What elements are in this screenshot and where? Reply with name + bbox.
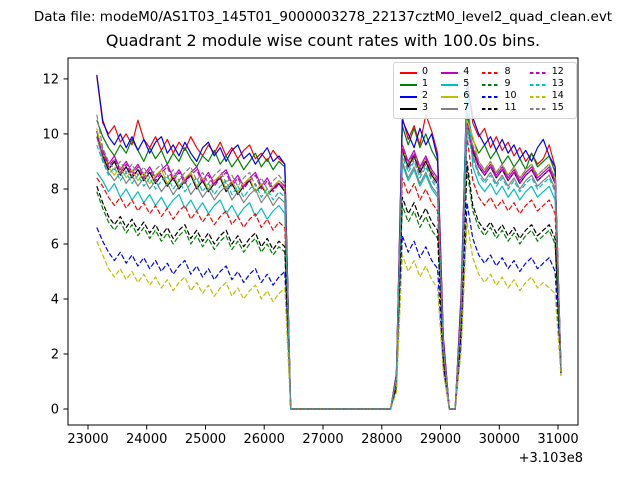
y-tick-label: 2 [51, 348, 59, 363]
chart-title: Quadrant 2 module wise count rates with … [105, 31, 541, 50]
x-tick-label: 25000 [185, 432, 226, 447]
legend-line-sample-6 [441, 95, 459, 98]
legend-label-9: 9 [504, 78, 511, 90]
series-line-0 [96, 76, 562, 410]
x-axis-offset-label: +3.103e8 [518, 451, 583, 466]
legend-label-5: 5 [463, 78, 470, 90]
legend-label-6: 6 [463, 90, 470, 102]
y-tick-label: 8 [51, 183, 59, 198]
data-file-label: Data file: modeM0/AS1T03_145T01_90000032… [33, 9, 613, 25]
x-tick-label: 28000 [361, 432, 402, 447]
legend-label-12: 12 [551, 66, 564, 78]
y-tick-label: 0 [51, 403, 59, 418]
legend-label-4: 4 [463, 66, 470, 78]
legend-item-15: 15 [529, 102, 570, 114]
legend-item-7: 7 [441, 103, 475, 114]
series-line-10 [96, 202, 562, 410]
legend-line-sample-0 [400, 71, 417, 74]
x-tick-label: 26000 [244, 432, 285, 447]
legend-item-8: 8 [482, 67, 522, 78]
legend-item-14: 14 [529, 90, 570, 102]
y-tick-label: 12 [42, 72, 59, 87]
legend-label-15: 15 [551, 102, 564, 114]
legend-label-1: 1 [422, 78, 429, 90]
x-tick-label: 27000 [302, 432, 343, 447]
series-line-15 [96, 114, 562, 410]
legend-item-12: 12 [529, 66, 570, 78]
legend-item-4: 4 [441, 67, 475, 78]
legend-line-sample-14 [529, 95, 547, 98]
legend-label-11: 11 [504, 102, 517, 114]
legend-label-10: 10 [504, 90, 517, 102]
legend-line-sample-5 [441, 83, 459, 86]
x-tick-label: 24000 [126, 432, 167, 447]
legend-line-sample-13 [529, 83, 547, 86]
x-tick-label: 30000 [479, 432, 520, 447]
y-tick-label: 6 [51, 238, 59, 253]
legend-line-sample-2 [400, 95, 417, 98]
legend-label-8: 8 [504, 66, 511, 78]
legend-line-sample-4 [441, 71, 459, 74]
legend-item-2: 2 [400, 91, 434, 102]
legend-item-13: 13 [529, 78, 570, 90]
legend-item-11: 11 [482, 103, 522, 114]
x-tick-label: 29000 [420, 432, 461, 447]
legend-label-13: 13 [551, 78, 564, 90]
legend-label-0: 0 [422, 66, 429, 78]
legend-item-10: 10 [482, 91, 522, 102]
y-tick-label: 4 [51, 293, 59, 308]
legend-item-1: 1 [400, 79, 434, 90]
legend-label-7: 7 [463, 102, 470, 114]
legend-line-sample-8 [482, 71, 500, 74]
legend-item-5: 5 [441, 79, 475, 90]
series-line-13 [96, 127, 562, 410]
legend-line-sample-11 [482, 107, 500, 110]
legend-item-9: 9 [482, 79, 522, 90]
series-line-14 [96, 221, 562, 410]
legend-label-2: 2 [422, 90, 429, 102]
x-tick-label: 31000 [537, 432, 578, 447]
series-line-1 [96, 111, 562, 410]
legend-line-sample-9 [482, 83, 500, 86]
series-line-5 [96, 81, 562, 410]
legend-line-sample-3 [400, 107, 417, 110]
legend-label-3: 3 [422, 102, 429, 114]
series-line-2 [96, 74, 562, 410]
legend-line-sample-15 [529, 107, 547, 110]
legend-item-6: 6 [441, 91, 475, 102]
legend-line-sample-10 [482, 95, 500, 98]
x-tick-label: 23000 [67, 432, 108, 447]
legend-line-sample-7 [441, 107, 459, 110]
legend-line-sample-1 [400, 83, 417, 86]
legend-item-0: 0 [400, 67, 434, 78]
legend-label-14: 14 [551, 90, 564, 102]
legend: 0 1 2 3 4 5 6 7 8 9 10 11 12 13 14 15 [393, 62, 577, 119]
series-line-12 [96, 122, 562, 410]
legend-item-3: 3 [400, 103, 434, 114]
y-tick-label: 10 [42, 127, 59, 142]
legend-line-sample-12 [529, 71, 547, 74]
